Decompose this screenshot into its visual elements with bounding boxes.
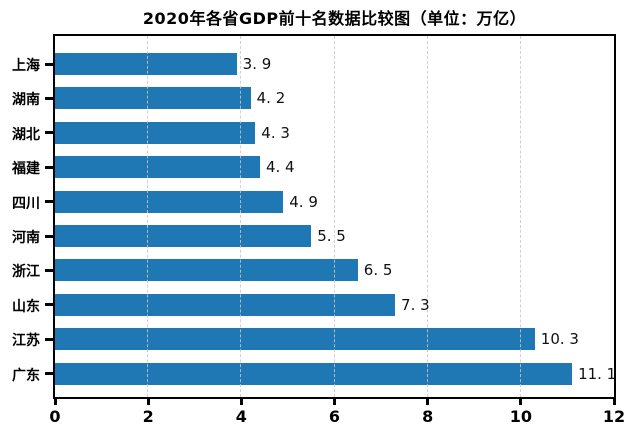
grid-line (426, 36, 428, 397)
y-tick (45, 303, 53, 307)
bar-value-label: 11. 1 (578, 364, 617, 383)
bar (55, 53, 237, 75)
x-tick-label: 8 (422, 407, 434, 426)
x-tick (333, 399, 336, 405)
bar-value-label: 6. 5 (363, 261, 393, 280)
x-tick-label: 12 (602, 407, 626, 426)
y-tick (45, 268, 53, 272)
y-tick (45, 337, 53, 341)
y-axis-label: 上海 (12, 58, 40, 74)
bar-value-label: 4. 4 (265, 158, 295, 177)
bar (55, 87, 251, 110)
x-tick-label: 4 (235, 407, 247, 426)
y-tick (45, 96, 53, 100)
y-axis-label: 福建 (12, 161, 40, 178)
x-tick (519, 399, 523, 405)
y-axis-label: 山东 (12, 298, 40, 315)
plot-area: 3. 9 4. 2 4. 3 4. 4 4. 9 5. 5 6. 5 7. 3 10. 3 11.… (53, 34, 616, 399)
bar-value-label: 5. 5 (317, 227, 346, 245)
x-tick (53, 399, 57, 405)
bar (55, 293, 396, 316)
y-axis-label: 湖南 (12, 92, 40, 109)
bar (55, 328, 535, 351)
y-tick (45, 165, 53, 169)
y-axis-label: 四川 (12, 195, 40, 212)
y-tick (45, 131, 53, 135)
bar-value-label: 7. 3 (401, 295, 430, 314)
x-tick-label: 0 (49, 407, 61, 426)
y-tick (45, 62, 53, 66)
x-tick-label: 10 (509, 407, 532, 426)
bar (55, 362, 573, 385)
y-tick (45, 372, 53, 376)
bar-value-label: 10. 3 (540, 330, 579, 349)
grid-line (333, 36, 335, 397)
y-axis-label: 江苏 (12, 333, 40, 350)
chart-title: 2020年各省GDP前十名数据比较图（单位：万亿） (142, 9, 527, 28)
bar-value-label: 4. 9 (289, 192, 318, 211)
bar-value-label: 4. 3 (261, 123, 290, 142)
bar (55, 121, 256, 144)
bar (55, 156, 260, 179)
grid-line (240, 36, 242, 397)
y-axis-label: 河南 (12, 230, 40, 246)
y-tick (45, 200, 53, 204)
y-axis-label: 湖北 (12, 126, 40, 143)
y-axis: 上海湖南湖北福建四川河南浙江山东江苏广东 (0, 36, 53, 397)
grid-line (147, 36, 149, 397)
x-tick (239, 399, 243, 405)
y-tick (45, 234, 53, 238)
bar-value-label: 4. 2 (256, 89, 286, 108)
x-tick (146, 399, 150, 405)
bar-value-label: 3. 9 (242, 55, 272, 73)
bar (55, 190, 284, 213)
x-tick (426, 399, 430, 405)
bar (55, 225, 312, 247)
x-axis: 0 2 4 6 8 10 12 (49, 399, 625, 435)
y-axis-label: 浙江 (12, 264, 40, 281)
y-axis-label: 广东 (12, 367, 40, 384)
x-tick-label: 2 (142, 407, 154, 426)
x-tick-label: 6 (328, 407, 341, 426)
bar (55, 259, 358, 282)
x-tick (612, 399, 616, 405)
grid-line (519, 36, 521, 397)
